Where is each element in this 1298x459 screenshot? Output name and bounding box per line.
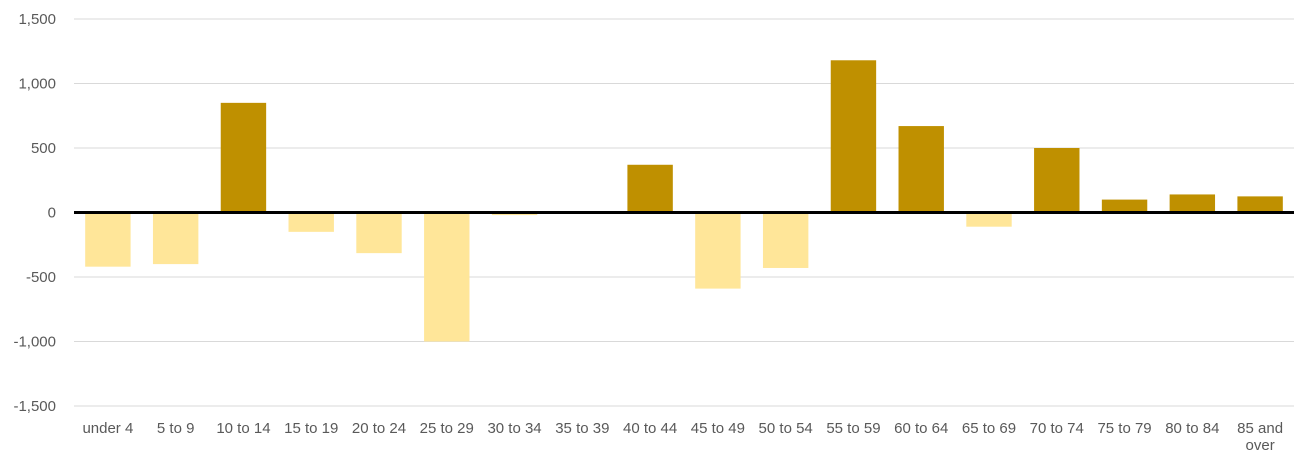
x-tick-label: 80 to 84 — [1165, 420, 1219, 437]
x-tick-label: 40 to 44 — [623, 420, 677, 437]
bar-25-to-29 — [424, 212, 470, 342]
y-tick-label: -500 — [26, 269, 56, 286]
x-tick-label: 15 to 19 — [284, 420, 338, 437]
x-tick-label: 60 to 64 — [894, 420, 948, 437]
bar-50-to-54 — [762, 212, 809, 268]
bar-80-to-84 — [1169, 194, 1216, 213]
y-tick-label: -1,500 — [13, 398, 56, 415]
x-tick-label: 65 to 69 — [962, 420, 1016, 437]
x-tick-label: 20 to 24 — [352, 420, 406, 437]
bar-70-to-74 — [1034, 148, 1080, 213]
y-axis-tick-labels: 1,500 1,000 500 0 -500 -1,000 -1,500 — [13, 11, 56, 415]
x-axis-tick-labels: under 4 5 to 9 10 to 14 15 to 19 20 to 24 25 … — [82, 420, 1283, 454]
x-tick-label: 50 to 54 — [759, 420, 813, 437]
bar-45-to-49 — [695, 212, 741, 289]
bar-60-to-64 — [898, 126, 944, 213]
gridlines — [74, 18, 1294, 407]
x-tick-label: 75 to 79 — [1097, 420, 1151, 437]
x-tick-label: under 4 — [82, 420, 133, 437]
bar-55-to-59 — [830, 60, 877, 213]
bar-15-to-19 — [288, 212, 334, 232]
x-tick-label: 10 to 14 — [216, 420, 270, 437]
bar-40-to-44 — [627, 164, 673, 213]
x-tick-label: 5 to 9 — [157, 420, 195, 437]
bar-85-and-over — [1237, 196, 1283, 213]
bar-75-to-79 — [1101, 199, 1148, 213]
y-tick-label: 500 — [31, 140, 56, 157]
y-tick-label: -1,000 — [13, 334, 56, 351]
bar-65-to-69 — [966, 212, 1012, 227]
x-tick-label: 70 to 74 — [1030, 420, 1084, 437]
bar-20-to-24 — [356, 212, 402, 254]
bar-5-to-9 — [152, 212, 199, 265]
bars — [85, 60, 1283, 342]
x-tick-label: 35 to 39 — [555, 420, 609, 437]
bar-under-4 — [85, 212, 131, 267]
y-tick-label: 1,000 — [18, 76, 56, 93]
x-tick-label: 55 to 59 — [826, 420, 880, 437]
bar-10-to-14 — [220, 102, 267, 213]
x-tick-label: 30 to 34 — [487, 420, 541, 437]
x-tick-label: 85 and over — [1237, 420, 1283, 454]
x-tick-label: 25 to 29 — [420, 420, 474, 437]
x-tick-label: 45 to 49 — [691, 420, 745, 437]
y-tick-label: 0 — [48, 205, 56, 222]
y-tick-label: 1,500 — [18, 11, 56, 28]
